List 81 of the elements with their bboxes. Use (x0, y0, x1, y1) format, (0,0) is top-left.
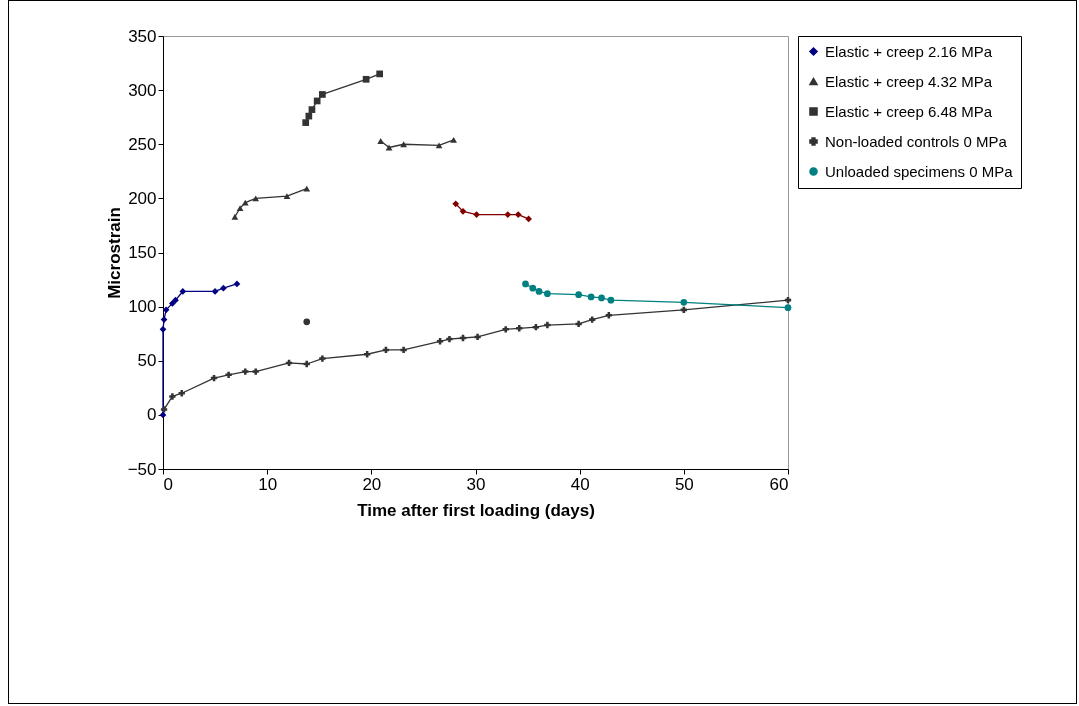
point (575, 291, 582, 299)
point (319, 91, 326, 98)
point (376, 70, 384, 78)
point (241, 199, 249, 206)
point (169, 300, 176, 307)
point (303, 318, 311, 326)
point (364, 351, 371, 358)
point (435, 142, 443, 149)
legend-label: Unloaded specimens 0 MPa (825, 162, 1014, 180)
x-tick-label: 10 (258, 474, 278, 494)
x-tick-label: 50 (674, 474, 694, 494)
point (178, 390, 185, 397)
point (529, 284, 537, 292)
point (308, 106, 316, 113)
y-tick-label: 200 (128, 188, 157, 208)
point (319, 355, 326, 362)
point (225, 371, 232, 378)
point (231, 213, 239, 220)
point (535, 288, 543, 295)
y-tick-label: −50 (127, 459, 157, 479)
point (446, 335, 453, 343)
point (589, 316, 596, 323)
point (587, 293, 595, 301)
y-tick-label: 0 (147, 405, 157, 425)
point (283, 193, 291, 200)
point (525, 215, 532, 223)
x-tick-label: 30 (466, 474, 486, 494)
point (544, 290, 551, 297)
point (160, 316, 168, 323)
x-tick-label: 20 (362, 474, 382, 494)
point (522, 280, 529, 288)
point (159, 326, 167, 333)
point (605, 312, 612, 319)
point (516, 325, 523, 332)
point (400, 346, 407, 354)
point (575, 320, 582, 328)
point (473, 211, 480, 218)
point (452, 200, 460, 208)
point (252, 368, 259, 375)
legend-label: Elastic + creep 2.16 MPa (825, 42, 993, 60)
x-tick-label: 60 (769, 474, 789, 494)
y-tick-label: 300 (128, 80, 157, 100)
point (607, 296, 615, 304)
y-tick-label: 50 (137, 351, 157, 371)
point (598, 294, 605, 302)
point (544, 321, 551, 329)
point (305, 112, 313, 120)
point (179, 288, 187, 295)
point (436, 338, 444, 345)
point (450, 137, 457, 143)
point (162, 306, 170, 314)
y-tick-label: 150 (128, 243, 157, 262)
point (313, 97, 321, 105)
legend-label: Elastic + creep 6.48 MPa (825, 102, 993, 120)
point (220, 284, 227, 292)
point (504, 211, 512, 218)
point (680, 298, 688, 306)
point (784, 304, 792, 312)
point (400, 141, 407, 148)
y-tick-label: 350 (128, 26, 157, 46)
x-axis-title: Time after first loading (days) (357, 500, 595, 520)
point (160, 406, 168, 413)
point (377, 138, 385, 144)
y-tick-label: 100 (128, 297, 157, 317)
point (242, 368, 249, 375)
legend-label: Non-loaded controls 0 MPa (825, 132, 1008, 150)
y-axis-title: Microstrain (104, 207, 124, 299)
point (362, 75, 370, 83)
x-tick-label: 40 (570, 474, 590, 494)
point (233, 280, 241, 288)
point (236, 205, 244, 212)
point (303, 360, 310, 368)
y-tick-label: 250 (128, 134, 157, 154)
legend-label: Elastic + creep 4.32 MPa (825, 72, 993, 90)
point (302, 119, 310, 126)
x-tick-label: 0 (163, 474, 173, 494)
point (502, 326, 509, 333)
point (169, 393, 176, 400)
point (303, 185, 311, 192)
point (474, 333, 481, 341)
point (514, 211, 522, 218)
